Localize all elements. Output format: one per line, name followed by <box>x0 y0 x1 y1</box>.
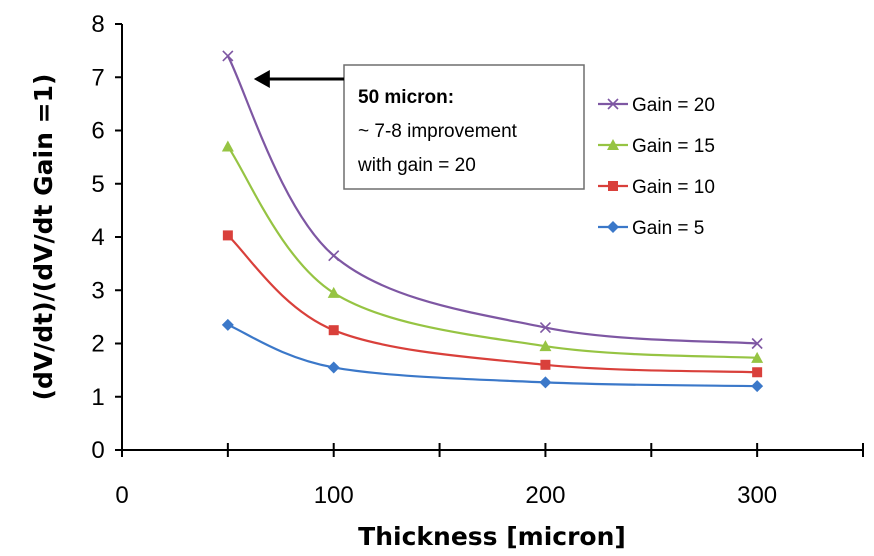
y-tick-label: 6 <box>91 118 104 145</box>
annotation-line-3: with gain = 20 <box>357 155 476 176</box>
y-tick-label: 2 <box>91 331 104 358</box>
data-point <box>607 98 619 110</box>
data-point <box>607 221 619 233</box>
tick-labels: 0 1 2 3 4 5 6 7 8 0 100 200 300 <box>91 11 777 509</box>
legend-label: Gain = 20 <box>632 95 715 116</box>
data-point <box>608 181 618 191</box>
data-point <box>751 351 764 363</box>
series-lines <box>221 50 764 393</box>
data-point <box>327 286 340 298</box>
data-point <box>539 376 552 389</box>
legend: Gain = 20 Gain = 15 Gain = 10 Gain = 5 <box>598 95 715 239</box>
data-point <box>752 367 763 378</box>
x-axis-title: Thickness [micron] <box>358 522 626 551</box>
legend-item: Gain = 10 <box>598 177 715 198</box>
y-tick-label: 4 <box>91 224 104 251</box>
series-line <box>227 234 758 374</box>
series-gain-5 <box>221 318 764 393</box>
data-point <box>539 340 552 352</box>
legend-label: Gain = 5 <box>632 218 704 239</box>
data-point <box>222 50 234 62</box>
y-tick-label: 1 <box>91 384 104 411</box>
legend-item: Gain = 15 <box>598 136 715 157</box>
legend-label: Gain = 15 <box>632 136 715 157</box>
data-point <box>751 337 763 350</box>
y-axis-title: (dV/dt)/(dV/dt Gain =1) <box>29 74 58 401</box>
data-point <box>221 318 234 331</box>
data-point <box>327 361 340 374</box>
legend-item: Gain = 20 <box>598 95 715 116</box>
series-gain-20 <box>222 50 763 350</box>
x-tick-label: 200 <box>525 482 565 509</box>
data-point <box>328 250 340 262</box>
annotation-arrowhead <box>253 70 270 88</box>
data-point <box>607 139 619 150</box>
annotation: 50 micron: ~ 7-8 improvement with gain =… <box>253 64 585 190</box>
annotation-title: 50 micron: <box>358 87 454 108</box>
series-line <box>226 145 758 359</box>
x-tick-label: 100 <box>314 482 354 509</box>
annotation-box <box>343 64 585 190</box>
y-tick-label: 5 <box>91 171 104 198</box>
y-tick-label: 0 <box>91 437 104 464</box>
data-point <box>221 140 234 152</box>
legend-item: Gain = 5 <box>598 218 704 239</box>
x-tick-label: 300 <box>737 482 777 509</box>
y-tick-label: 8 <box>91 11 104 38</box>
data-point <box>540 359 551 370</box>
data-point <box>222 230 233 241</box>
annotation-line-2: ~ 7-8 improvement <box>358 121 518 142</box>
y-tick-label: 7 <box>91 64 104 91</box>
legend-label: Gain = 10 <box>632 177 715 198</box>
series-gain-15 <box>221 140 764 363</box>
data-point <box>751 380 764 393</box>
data-point <box>328 325 339 336</box>
axes <box>115 23 864 457</box>
series-gain-10 <box>222 230 763 378</box>
series-line <box>226 55 758 345</box>
series-line <box>227 323 758 388</box>
data-point <box>539 321 551 334</box>
y-tick-label: 3 <box>91 277 104 304</box>
x-tick-label: 0 <box>115 482 128 509</box>
